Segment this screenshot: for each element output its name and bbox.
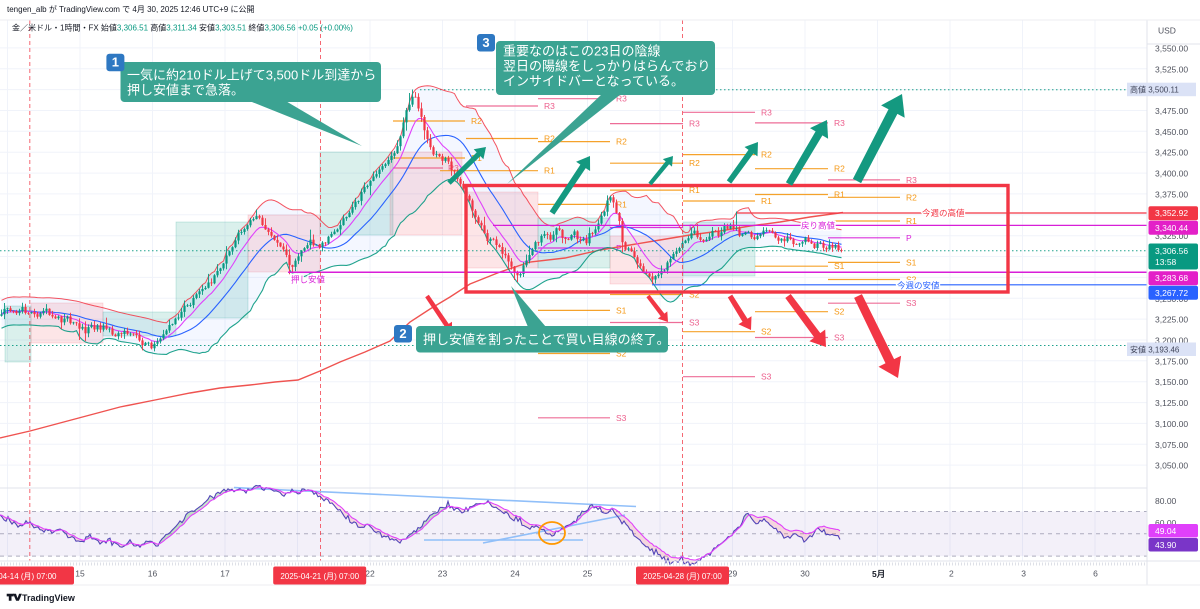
svg-text:S2: S2 — [906, 275, 917, 285]
svg-text:今週の安値: 今週の安値 — [897, 280, 940, 290]
svg-text:R3: R3 — [906, 175, 917, 185]
svg-text:S3: S3 — [834, 333, 845, 343]
svg-text:戻り高値: 戻り高値 — [801, 220, 836, 230]
svg-text:3,050.00: 3,050.00 — [1155, 461, 1188, 471]
svg-text:3,325.00: 3,325.00 — [1155, 231, 1188, 241]
svg-text:S2: S2 — [689, 290, 700, 300]
svg-text:S1: S1 — [616, 305, 627, 315]
svg-text:22: 22 — [365, 569, 375, 579]
svg-text:R3: R3 — [834, 118, 845, 128]
svg-text:1: 1 — [112, 55, 119, 70]
svg-text:3,283.68: 3,283.68 — [1155, 273, 1188, 283]
svg-text:重要なのはこの23日の陰線: 重要なのはこの23日の陰線 — [503, 44, 660, 59]
svg-text:49.04: 49.04 — [1155, 526, 1177, 536]
svg-text:S2: S2 — [761, 327, 772, 337]
svg-text:3,225.00: 3,225.00 — [1155, 315, 1188, 325]
svg-text:3,340.44: 3,340.44 — [1155, 223, 1188, 233]
svg-text:R2: R2 — [544, 134, 555, 144]
svg-text:押し安値まで急落。: 押し安値まで急落。 — [127, 83, 244, 98]
svg-text:2025-04-28 (月) 07:00: 2025-04-28 (月) 07:00 — [643, 572, 722, 581]
svg-text:S2: S2 — [834, 307, 845, 317]
svg-text:tengen_alb が TradingView.com で: tengen_alb が TradingView.com で 4月 30, 20… — [7, 4, 254, 14]
svg-text:3,075.00: 3,075.00 — [1155, 440, 1188, 450]
svg-text:R1: R1 — [616, 199, 627, 209]
svg-text:3: 3 — [482, 35, 489, 50]
svg-text:30: 30 — [800, 569, 810, 579]
svg-text:2025-04-21 (月) 07:00: 2025-04-21 (月) 07:00 — [280, 572, 359, 581]
svg-text:3,175.00: 3,175.00 — [1155, 356, 1188, 366]
svg-text:R2: R2 — [761, 150, 772, 160]
svg-text:3,306.56: 3,306.56 — [1155, 246, 1188, 256]
svg-text:3: 3 — [1021, 569, 1026, 579]
svg-text:一気に約210ドル上げて3,500ドル到達から: 一気に約210ドル上げて3,500ドル到達から — [127, 68, 376, 83]
svg-text:押し安値: 押し安値 — [291, 275, 326, 285]
svg-text:R3: R3 — [761, 107, 772, 117]
svg-text:R2: R2 — [906, 192, 917, 202]
svg-text:3,475.00: 3,475.00 — [1155, 106, 1188, 116]
svg-text:3,100.00: 3,100.00 — [1155, 419, 1188, 429]
svg-text:29: 29 — [728, 569, 738, 579]
svg-text:P: P — [616, 243, 622, 253]
svg-text:17: 17 — [220, 569, 230, 579]
svg-text:3,525.00: 3,525.00 — [1155, 64, 1188, 74]
svg-text:80.00: 80.00 — [1155, 496, 1177, 506]
svg-text:R3: R3 — [448, 163, 459, 173]
svg-text:S3: S3 — [906, 298, 917, 308]
svg-text:安値 3,193.46: 安値 3,193.46 — [1130, 345, 1180, 355]
svg-text:60.00: 60.00 — [1155, 518, 1177, 528]
svg-text:R1: R1 — [834, 190, 845, 200]
svg-text:3,352.92: 3,352.92 — [1155, 208, 1188, 218]
svg-text:R1: R1 — [906, 216, 917, 226]
svg-text:R3: R3 — [689, 119, 700, 129]
svg-text:押し安値を割ったことで買い目線の終了。: 押し安値を割ったことで買い目線の終了。 — [423, 332, 670, 347]
svg-text:S2: S2 — [616, 349, 627, 359]
svg-text:S3: S3 — [616, 413, 627, 423]
svg-text:15: 15 — [75, 569, 85, 579]
svg-text:3,400.00: 3,400.00 — [1155, 169, 1188, 179]
svg-text:43.90: 43.90 — [1155, 540, 1177, 550]
svg-text:25: 25 — [583, 569, 593, 579]
svg-text:R3: R3 — [544, 101, 555, 111]
svg-text:R1: R1 — [544, 166, 555, 176]
svg-text:3,200.00: 3,200.00 — [1155, 336, 1188, 346]
svg-text:R1: R1 — [761, 196, 772, 206]
svg-text:13:58: 13:58 — [1155, 257, 1177, 267]
svg-text:16: 16 — [148, 569, 158, 579]
svg-text:5月: 5月 — [872, 569, 885, 579]
svg-text:6: 6 — [1093, 569, 1098, 579]
svg-text:S3: S3 — [761, 372, 772, 382]
svg-text:金／米ドル・1時間・FX 始値3,306.51 高値3,31: 金／米ドル・1時間・FX 始値3,306.51 高値3,311.34 安値3,3… — [12, 23, 353, 33]
svg-text:S1: S1 — [834, 261, 845, 271]
svg-text:USD: USD — [1158, 26, 1176, 36]
svg-text:2: 2 — [399, 326, 406, 341]
svg-text:TradingView: TradingView — [22, 593, 76, 603]
svg-text:高値 3,500.11: 高値 3,500.11 — [1130, 85, 1179, 95]
svg-text:3,150.00: 3,150.00 — [1155, 377, 1188, 387]
svg-text:23: 23 — [438, 569, 448, 579]
svg-text:3,267.72: 3,267.72 — [1155, 288, 1188, 298]
svg-text:3,450.00: 3,450.00 — [1155, 127, 1188, 137]
svg-text:3,550.00: 3,550.00 — [1155, 43, 1188, 53]
svg-text:-04-14 (月) 07:00: -04-14 (月) 07:00 — [0, 572, 57, 581]
svg-text:R2: R2 — [689, 158, 700, 168]
svg-text:S3: S3 — [689, 318, 700, 328]
svg-text:R1: R1 — [689, 185, 700, 195]
svg-text:2: 2 — [949, 569, 954, 579]
svg-text:R2: R2 — [471, 116, 482, 126]
svg-text:今週の高値: 今週の高値 — [922, 208, 965, 218]
svg-text:24: 24 — [510, 569, 520, 579]
svg-text:インサイドバーとなっている。: インサイドバーとなっている。 — [503, 74, 684, 89]
svg-text:3,125.00: 3,125.00 — [1155, 398, 1188, 408]
svg-text:3,425.00: 3,425.00 — [1155, 148, 1188, 158]
svg-text:3,375.00: 3,375.00 — [1155, 189, 1188, 199]
svg-text:R2: R2 — [834, 164, 845, 174]
svg-text:S1: S1 — [906, 257, 917, 267]
svg-text:翌日の陽線をしっかりはらんでおり: 翌日の陽線をしっかりはらんでおり — [503, 59, 710, 74]
svg-text:R3: R3 — [616, 94, 627, 104]
svg-text:R2: R2 — [616, 137, 627, 147]
svg-text:P: P — [906, 233, 912, 243]
